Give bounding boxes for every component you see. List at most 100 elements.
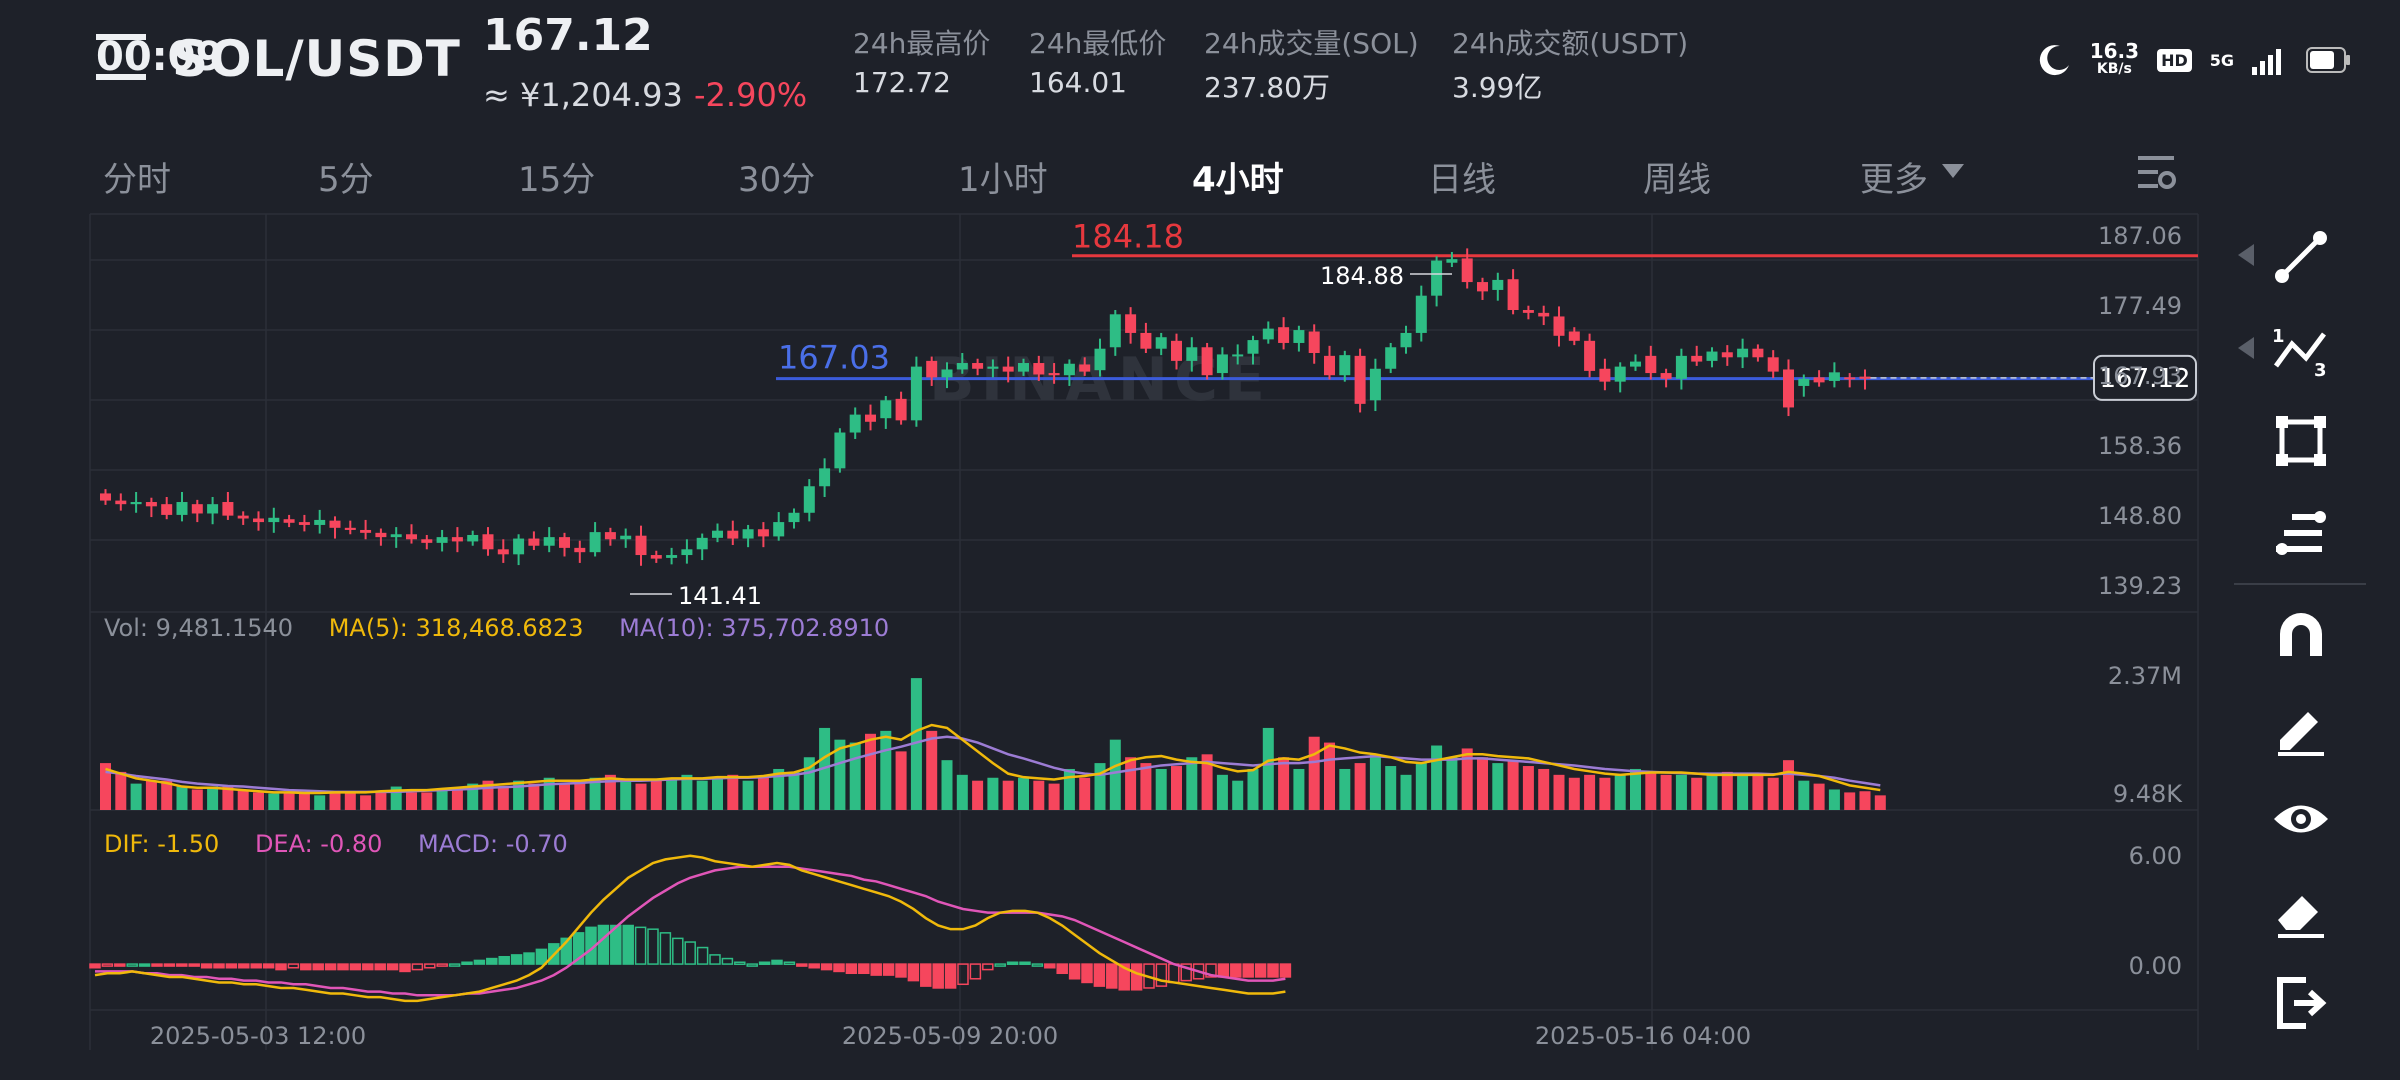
candle (1232, 354, 1244, 357)
volume-bar (1033, 780, 1045, 810)
chevron-down-icon[interactable] (1942, 164, 1964, 178)
tab-weekly[interactable]: 周线 (1643, 160, 1711, 200)
volume-bar (390, 786, 402, 810)
macd-hist-bar (312, 963, 324, 971)
candle (1614, 366, 1626, 382)
tab-daily[interactable]: 日线 (1428, 160, 1496, 200)
trading-pair[interactable]: SOL/USDT (172, 30, 461, 88)
candle (344, 527, 356, 530)
candle (1094, 348, 1106, 371)
tab-1h[interactable]: 1小时 (958, 160, 1048, 200)
eraser-icon[interactable] (2270, 880, 2332, 942)
volume-bar (1813, 783, 1825, 810)
volume-bar (1446, 757, 1458, 810)
macd-hist-bar (944, 963, 957, 989)
candle (1247, 340, 1259, 354)
menu-icon[interactable] (96, 34, 146, 80)
macd-hist-bar (969, 963, 982, 980)
candle (1844, 377, 1856, 380)
candle (130, 502, 142, 505)
candle (191, 504, 203, 514)
candle (604, 532, 616, 540)
toolbar-divider (2234, 583, 2366, 585)
candle (298, 522, 310, 525)
volume-bar (849, 742, 861, 810)
macd-hist-bar (262, 963, 275, 969)
fibonacci-icon[interactable] (2270, 504, 2332, 566)
tab-15m[interactable]: 15分 (518, 160, 596, 200)
volume-bar (1018, 777, 1029, 810)
svg-text:1: 1 (2272, 326, 2285, 347)
macd-hist-bar (1068, 963, 1081, 980)
volume-bar (1492, 763, 1504, 810)
macd-hist-bar (1118, 963, 1130, 991)
candle (436, 537, 448, 543)
volume-bar (237, 789, 249, 810)
candle (1018, 363, 1029, 372)
multi-segment-icon[interactable]: 1 3 (2270, 320, 2332, 382)
volume-bar (298, 792, 310, 810)
line-tool-icon[interactable] (2270, 226, 2332, 288)
rectangle-icon[interactable] (2270, 410, 2332, 472)
volume-bar (956, 774, 968, 810)
tab-30m[interactable]: 30分 (738, 160, 816, 200)
vol-ma10-label: MA(10): 375,702.8910 (619, 614, 890, 642)
chart-settings-icon[interactable] (2136, 152, 2176, 192)
macd-hist-bar (89, 963, 101, 969)
candle (1201, 347, 1213, 376)
macd-hist-bar (1106, 963, 1118, 989)
macd-hist-bar (275, 963, 287, 971)
macd-hist-bar (1006, 961, 1019, 965)
pencil-icon[interactable] (2270, 696, 2332, 758)
candle (314, 519, 326, 525)
candle (1262, 328, 1274, 340)
candle (1109, 314, 1121, 348)
volume-bar (1415, 763, 1427, 810)
macd-hist-bar (833, 963, 845, 973)
eye-icon[interactable] (2270, 788, 2332, 850)
tab-5m[interactable]: 5分 (318, 160, 374, 200)
candle (329, 520, 341, 528)
stat-label-low: 24h最低价 (1029, 27, 1167, 60)
vol-label: Vol: 9,481.1540 (104, 614, 294, 642)
volume-bar (100, 763, 111, 810)
tab-timeline[interactable]: 分时 (103, 160, 171, 200)
candle (742, 529, 754, 539)
candle (972, 363, 984, 369)
moon-icon (2039, 45, 2069, 76)
price-tick: 177.49 (2098, 292, 2182, 320)
macd-hist-bar (225, 963, 238, 969)
expand-left-icon[interactable] (2238, 244, 2254, 266)
volume-bar (314, 795, 326, 810)
network-type: 5G (2209, 50, 2234, 70)
status-bar: 16.3 KB/s HD 5G (2038, 38, 2350, 82)
price-change: -2.90% (694, 76, 808, 114)
volume-bar (696, 780, 708, 810)
exit-icon[interactable] (2270, 972, 2332, 1034)
tab-more[interactable]: 更多 (1860, 160, 1928, 200)
volume-bar (589, 777, 601, 810)
macd-hist-bar (1254, 963, 1267, 978)
volume-bar (926, 730, 938, 810)
macd-hist-bar (622, 924, 634, 965)
macd-hist-bar (250, 963, 262, 969)
magnet-icon[interactable] (2270, 604, 2332, 666)
stat-value-high: 172.72 (853, 66, 951, 99)
macd-hist-bar (386, 963, 399, 971)
expand-left-icon[interactable] (2238, 337, 2254, 359)
macd-hist-bar (808, 963, 820, 969)
candle (253, 518, 264, 523)
candle (1783, 369, 1794, 408)
macd-hist-bar (858, 963, 870, 975)
candle (941, 369, 953, 378)
volume-bar (528, 783, 540, 810)
macd-hist-bar (1267, 963, 1279, 978)
macd-hist-bar (1044, 963, 1056, 969)
candle (1553, 316, 1565, 336)
volume-bar (1675, 774, 1687, 810)
macd-tick: 6.00 (2129, 842, 2182, 870)
candle (834, 432, 846, 469)
tab-4h[interactable]: 4小时 (1192, 160, 1284, 200)
macd-hist-bar (473, 959, 486, 965)
